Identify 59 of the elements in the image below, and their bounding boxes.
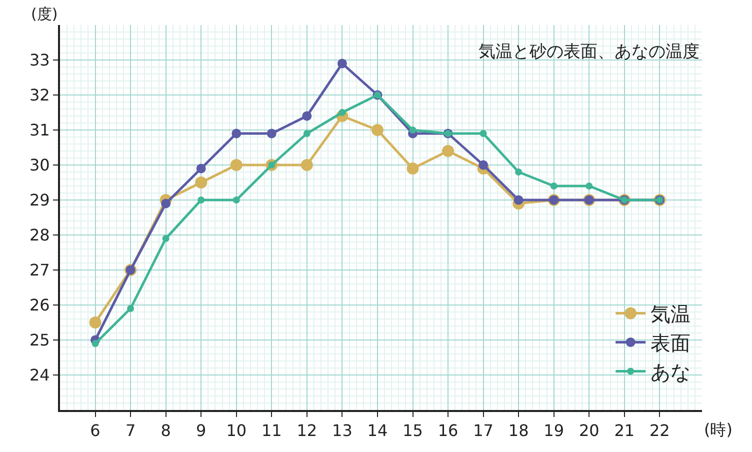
point — [514, 195, 524, 205]
y-tick-label: 24 — [29, 366, 50, 385]
y-tick-label: 28 — [29, 226, 50, 245]
x-tick-label: 17 — [473, 421, 494, 440]
legend-label: 気温 — [650, 302, 691, 326]
y-tick-label: 25 — [29, 330, 50, 350]
point — [232, 196, 240, 204]
y-tick-label: 29 — [29, 190, 50, 210]
point — [303, 130, 310, 137]
x-tick-label: 7 — [125, 421, 136, 440]
x-tick-label: 22 — [649, 421, 670, 440]
point — [337, 58, 347, 68]
point — [127, 305, 134, 312]
legend-label: あな — [650, 360, 691, 384]
x-tick-label: 15 — [402, 421, 423, 440]
y-tick-label: 30 — [29, 156, 50, 175]
x-tick-label: 21 — [614, 421, 635, 440]
x-tick-label: 19 — [544, 421, 564, 440]
point — [478, 160, 488, 170]
point — [300, 159, 313, 171]
y-tick-label: 33 — [29, 50, 50, 70]
x-tick-label: 10 — [226, 421, 247, 440]
x-tick-label: 11 — [261, 421, 282, 440]
point — [232, 128, 242, 138]
y-tick-label: 26 — [29, 296, 50, 315]
x-tick-label: 20 — [578, 421, 600, 440]
x-tick-label: 12 — [296, 421, 318, 440]
x-tick-label: 13 — [332, 421, 352, 440]
x-tick-label: 14 — [367, 421, 388, 440]
point — [515, 168, 522, 176]
legend-label: 表面 — [650, 331, 691, 356]
point — [302, 111, 312, 121]
point — [409, 126, 416, 134]
point — [480, 130, 487, 137]
point — [198, 196, 205, 204]
point — [406, 162, 419, 174]
point — [161, 198, 171, 208]
point — [442, 145, 454, 157]
point — [230, 159, 242, 171]
y-tick-label: 32 — [29, 86, 50, 105]
point — [266, 128, 276, 138]
point — [586, 182, 593, 190]
point — [89, 316, 102, 328]
point — [550, 182, 558, 190]
x-tick-label: 6 — [90, 421, 100, 440]
x-tick-label: 18 — [508, 421, 529, 440]
point — [196, 164, 206, 174]
x-tick-label: 8 — [160, 421, 171, 440]
point — [162, 235, 170, 242]
y-axis-title: (度) — [31, 5, 58, 23]
x-axis-title: (時) — [704, 420, 732, 439]
y-tick-label: 27 — [29, 260, 50, 280]
x-tick-label: 16 — [438, 421, 458, 440]
text: 気温と砂の表面、あなの温度 — [478, 42, 700, 62]
point — [195, 176, 208, 188]
y-tick-label: 31 — [29, 120, 50, 140]
point — [371, 124, 384, 136]
x-tick-label: 9 — [196, 421, 206, 440]
point — [92, 340, 99, 347]
